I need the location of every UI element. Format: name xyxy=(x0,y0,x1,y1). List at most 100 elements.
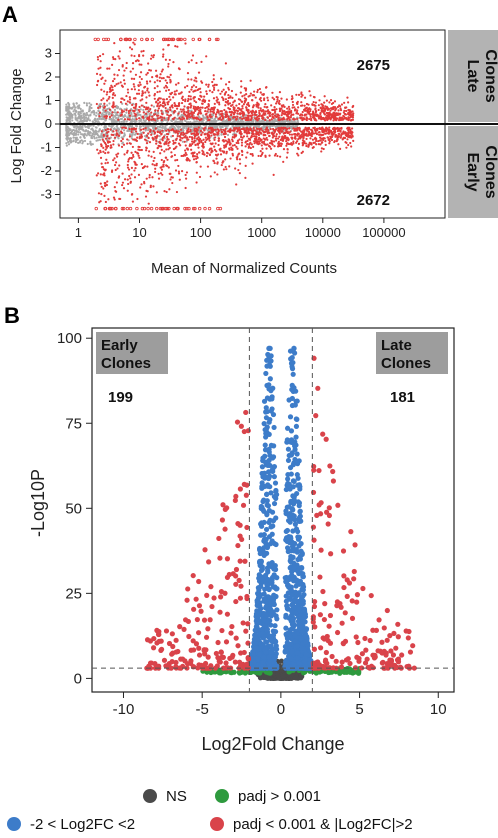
ma-point-sig xyxy=(301,114,304,117)
ma-point-sig xyxy=(301,117,305,120)
ma-point-sig xyxy=(288,118,291,121)
ma-point-ns xyxy=(90,103,93,106)
ma-point-sig xyxy=(232,107,235,111)
ma-point-sig xyxy=(186,147,189,150)
ma-point-sig xyxy=(151,115,154,118)
x-tick-label: 10000 xyxy=(305,225,341,240)
ma-point-sig xyxy=(348,136,351,139)
ma-point-sig xyxy=(314,131,318,135)
ma-point-sig xyxy=(95,102,98,106)
ma-point-ns xyxy=(74,140,77,144)
ma-point-sig xyxy=(137,108,140,112)
ma-point-sig xyxy=(128,46,132,49)
ma-point-sig xyxy=(106,161,109,164)
ma-point-sig xyxy=(158,97,161,100)
ma-point-sig xyxy=(115,134,118,137)
ma-point-sig xyxy=(219,149,222,152)
ma-point-sig xyxy=(256,132,259,136)
ma-point-ns xyxy=(165,117,169,120)
ma-point-sig xyxy=(134,167,137,170)
ma-point-ns xyxy=(139,125,143,128)
ma-point-sig xyxy=(336,105,339,109)
ma-point-sig xyxy=(186,84,189,88)
ma-point-sig xyxy=(296,152,299,155)
ma-point-sig xyxy=(101,166,104,169)
ma-point-sig xyxy=(173,153,176,157)
ma-point-sig xyxy=(196,142,199,145)
ma-point-ns xyxy=(77,112,80,116)
ma-point-sig xyxy=(159,103,162,107)
ma-point-sig xyxy=(178,68,181,71)
ma-point-ns xyxy=(212,119,215,123)
ma-point-sig xyxy=(206,165,210,168)
ma-point-sig xyxy=(292,113,295,116)
ma-point-sig xyxy=(261,117,264,120)
ma-point-sig xyxy=(168,95,171,98)
ma-point-sig xyxy=(213,148,217,151)
ma-point-sig xyxy=(228,165,231,168)
ma-point-ns xyxy=(143,119,146,123)
ma-point-ns xyxy=(262,126,265,129)
ma-point-sig xyxy=(273,98,276,101)
ma-point-sig xyxy=(328,126,331,129)
ma-point-sig xyxy=(244,176,247,179)
x-tick-label: 100 xyxy=(190,225,212,240)
ma-point-sig xyxy=(105,114,108,118)
ma-point-ns xyxy=(203,116,206,119)
ma-point-sig xyxy=(155,101,158,104)
ma-point-sig xyxy=(238,126,241,129)
ma-point-sig xyxy=(195,181,198,184)
ma-point-sig xyxy=(194,143,197,146)
ma-point-sig xyxy=(308,90,311,93)
ma-point-ns xyxy=(74,106,77,109)
ma-point-sig xyxy=(148,176,151,179)
ma-point-ns xyxy=(72,110,75,113)
ma-point-ns xyxy=(180,113,183,116)
ma-point-sig xyxy=(147,119,151,122)
ma-point-sig xyxy=(213,136,217,139)
ma-point-ns xyxy=(194,120,197,123)
ma-point-sig xyxy=(207,127,210,130)
ma-point-sig xyxy=(171,134,175,138)
ma-point-sig xyxy=(224,115,227,118)
ma-point-sig xyxy=(173,90,176,93)
ma-point-sig xyxy=(137,145,140,148)
ma-point-ns xyxy=(111,120,114,123)
ma-point-sig xyxy=(257,104,260,107)
ma-point-sig xyxy=(105,93,108,96)
ma-point-sig xyxy=(145,142,149,145)
ma-point-sig xyxy=(244,145,247,148)
ma-point-sig xyxy=(249,146,252,150)
ma-point-sig xyxy=(177,92,181,95)
ma-point-sig xyxy=(217,143,220,147)
ma-point-sig xyxy=(164,106,167,110)
ma-point-sig xyxy=(296,102,299,105)
ma-point-sig xyxy=(298,126,301,129)
ma-point-sig xyxy=(349,110,352,113)
ma-point-sig xyxy=(307,144,310,147)
ma-point-sig xyxy=(157,114,160,117)
ma-point-ns xyxy=(185,127,188,130)
ma-point-sig xyxy=(195,80,198,83)
ma-point-sig xyxy=(197,107,200,110)
ma-point-sig xyxy=(315,128,318,132)
ma-point-sig xyxy=(147,110,151,113)
ma-point-sig xyxy=(153,81,156,84)
ma-point-sig xyxy=(232,115,235,118)
ma-point-sig xyxy=(194,105,197,109)
ma-point-sig xyxy=(102,140,105,143)
ma-point-sig xyxy=(99,60,102,63)
ma-point-ns xyxy=(82,140,85,143)
ma-point-sig xyxy=(108,95,111,99)
ma-point-sig xyxy=(145,101,148,104)
ma-point-sig xyxy=(126,178,129,181)
ma-point-sig xyxy=(346,112,350,116)
ma-point-sig xyxy=(352,104,355,108)
ma-point-sig xyxy=(117,82,120,85)
ma-point-ns xyxy=(114,116,118,120)
ma-point-sig xyxy=(215,154,219,157)
ma-point-sig xyxy=(328,117,331,120)
ma-point-sig xyxy=(98,115,101,118)
ma-point-sig xyxy=(278,90,282,94)
ma-point-sig xyxy=(110,114,113,117)
